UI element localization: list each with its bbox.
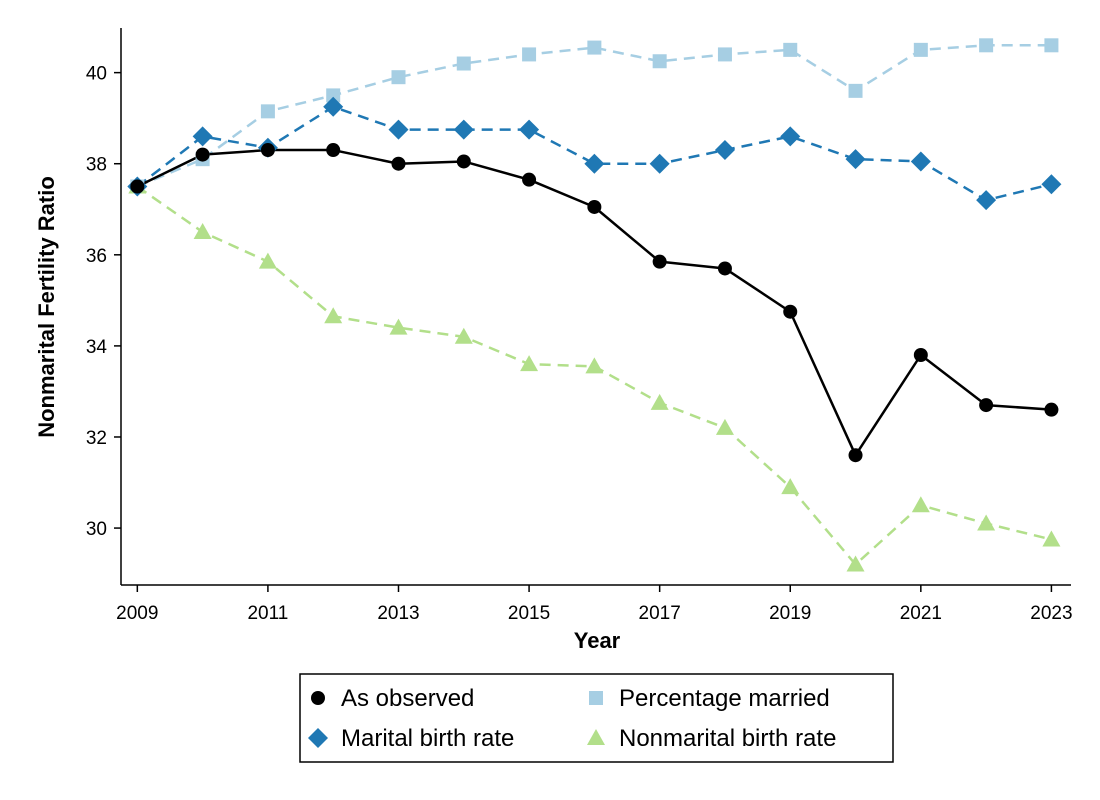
data-point-3-5 <box>454 327 473 344</box>
data-point-0-5 <box>456 154 471 169</box>
series-line-2 <box>136 105 1052 202</box>
y-tick-label: 38 <box>86 155 107 176</box>
data-point-3-2 <box>258 252 277 269</box>
y-tick-label: 36 <box>86 246 107 267</box>
data-point-1-12 <box>913 42 928 57</box>
data-point-1-3 <box>326 88 341 103</box>
x-tick-label: 2023 <box>1030 603 1072 624</box>
axes: 30 32 34 36 38 40 2009 2011 2013 2015 2017 2019 2021… <box>86 28 1073 624</box>
data-point-3-6 <box>520 355 539 372</box>
data-point-2-3 <box>323 96 344 117</box>
data-point-0-12 <box>913 348 928 363</box>
y-tick-label: 32 <box>86 428 107 449</box>
legend-marker-3 <box>587 729 605 745</box>
data-point-0-11 <box>848 448 863 463</box>
data-point-2-9 <box>714 140 735 161</box>
data-point-2-11 <box>845 149 866 170</box>
data-point-3-1 <box>193 223 212 240</box>
data-point-3-4 <box>389 318 408 335</box>
data-point-2-12 <box>910 151 931 172</box>
x-tick-label: 2013 <box>377 603 419 624</box>
data-point-0-0 <box>130 179 145 194</box>
data-point-1-4 <box>391 70 406 85</box>
x-tick-label: 2021 <box>900 603 942 624</box>
legend-label-3: Nonmarital birth rate <box>619 725 836 752</box>
data-point-2-14 <box>1041 174 1062 195</box>
legend-box <box>299 673 894 763</box>
data-point-1-14 <box>1044 38 1059 53</box>
x-tick-label: 2009 <box>116 603 158 624</box>
data-point-2-10 <box>780 126 801 147</box>
data-point-0-4 <box>391 156 406 171</box>
series-line-0 <box>136 148 1052 457</box>
data-point-1-6 <box>522 47 537 62</box>
data-point-3-7 <box>585 357 604 374</box>
data-point-2-6 <box>519 119 540 140</box>
data-point-1-10 <box>783 42 798 57</box>
data-point-0-14 <box>1044 402 1059 417</box>
data-point-2-5 <box>453 119 474 140</box>
data-point-2-13 <box>976 190 997 211</box>
legend-label-0: As observed <box>341 685 474 712</box>
data-point-1-13 <box>979 38 994 53</box>
series-markers <box>127 38 1062 572</box>
data-point-3-11 <box>846 555 865 572</box>
data-point-2-1 <box>192 126 213 147</box>
series-line-3 <box>136 185 1052 566</box>
x-tick-label: 2015 <box>508 603 550 624</box>
y-tick-label: 40 <box>86 64 107 85</box>
data-point-3-13 <box>977 514 996 531</box>
x-axis-title: Year <box>574 628 621 653</box>
data-point-3-10 <box>781 478 800 495</box>
data-point-0-1 <box>195 147 210 162</box>
data-point-1-7 <box>587 40 602 55</box>
x-tick-label: 2011 <box>247 603 288 624</box>
data-point-1-9 <box>717 47 732 62</box>
data-point-0-9 <box>717 261 732 276</box>
series-lines <box>136 44 1052 566</box>
data-point-2-8 <box>649 153 670 174</box>
data-point-3-14 <box>1042 530 1061 547</box>
y-tick-label: 30 <box>86 519 107 540</box>
data-point-0-7 <box>587 199 602 214</box>
data-point-3-9 <box>715 418 734 435</box>
y-axis-title: Nonmarital Fertility Ratio <box>34 176 59 438</box>
series-line-1 <box>136 44 1052 188</box>
data-point-0-13 <box>979 398 994 413</box>
data-point-3-12 <box>911 496 930 513</box>
legend-marker-1 <box>589 691 603 705</box>
data-point-2-4 <box>388 119 409 140</box>
data-point-0-6 <box>522 172 537 187</box>
data-point-3-8 <box>650 393 669 410</box>
legend-marker-0 <box>311 691 325 705</box>
data-point-0-3 <box>326 143 341 158</box>
data-point-1-2 <box>260 104 275 119</box>
data-point-0-2 <box>260 143 275 158</box>
legend: As observed Percentage married Marital bir… <box>299 673 894 763</box>
data-point-1-5 <box>456 56 471 71</box>
data-point-1-8 <box>652 54 667 69</box>
legend-label-1: Percentage married <box>619 685 830 712</box>
x-tick-label: 2017 <box>639 603 681 624</box>
data-point-1-11 <box>848 83 863 98</box>
data-point-0-8 <box>652 254 667 269</box>
x-tick-label: 2019 <box>769 603 811 624</box>
y-tick-label: 34 <box>86 337 108 358</box>
data-point-2-7 <box>584 153 605 174</box>
data-point-3-3 <box>324 307 343 324</box>
data-point-0-10 <box>783 304 798 319</box>
legend-label-2: Marital birth rate <box>341 725 514 752</box>
legend-marker-2 <box>308 728 328 748</box>
